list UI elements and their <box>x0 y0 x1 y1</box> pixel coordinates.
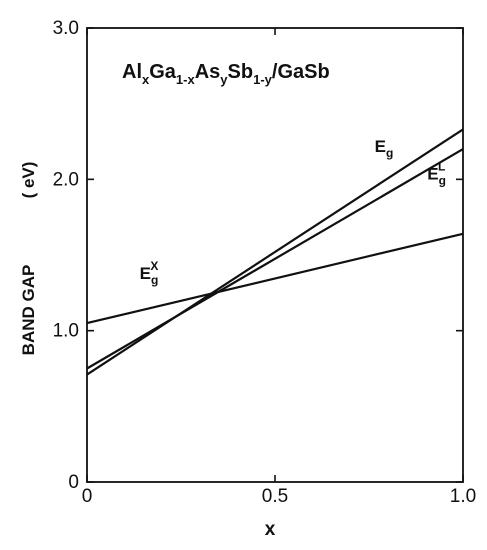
y-axis-title: BAND GAP <box>19 265 38 356</box>
axis-ticks <box>86 27 464 483</box>
x-tick-label: 1.0 <box>450 486 476 507</box>
y-axis-unit: ( eV) <box>19 162 38 199</box>
tick-labels: 0 0.5 1.0 0 1.0 2.0 3.0 <box>53 18 477 507</box>
x-axis-title: x <box>265 519 276 540</box>
x-tick-label: 0.5 <box>262 486 288 507</box>
series-label: EgL <box>427 159 446 187</box>
y-tick-label: 2.0 <box>53 169 79 190</box>
x-tick-label: 0 <box>82 486 93 507</box>
series-line <box>86 232 464 325</box>
series-label: EgX <box>140 259 159 287</box>
series-lines <box>86 128 464 376</box>
series-line <box>86 148 464 370</box>
y-tick-label: 1.0 <box>53 321 79 342</box>
series-label: Eg <box>375 137 394 160</box>
series-labels: EgX EgL Eg <box>140 137 446 287</box>
plot-frame <box>86 27 464 483</box>
y-tick-label: 3.0 <box>53 18 79 39</box>
chart-title: AlxGa1-xAsySb1-y/GaSb <box>122 61 330 87</box>
y-tick-label: 0 <box>68 472 79 493</box>
series-line <box>86 128 464 376</box>
